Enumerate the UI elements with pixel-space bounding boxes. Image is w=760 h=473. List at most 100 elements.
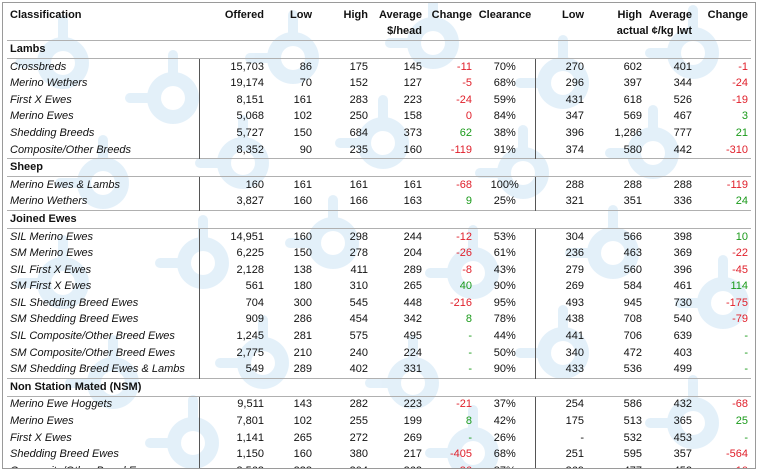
row-average: 199 (403, 415, 422, 428)
header-row: Classification Offered Low High Average … (7, 7, 751, 24)
row-low-lwt: 433 (534, 361, 587, 379)
row-low: 238 (267, 463, 315, 468)
row-high-lwt: 618 (623, 93, 642, 106)
row-average: 265 (403, 280, 422, 293)
row-low: 300 (293, 296, 312, 309)
row-name: Crossbreds (7, 57, 199, 76)
row-change-lwt: -564 (725, 448, 748, 461)
row-low-lwt: 374 (534, 141, 587, 159)
row-low-lwt: 369 (534, 463, 587, 468)
row-high-lwt: 513 (623, 415, 642, 428)
row-high-lwt: 580 (623, 143, 642, 156)
row-high-lwt: 560 (623, 263, 642, 276)
row-average: 495 (403, 330, 422, 343)
row-average: 269 (403, 431, 422, 444)
row-average-lwt: 398 (645, 227, 695, 246)
row-low: 150 (293, 247, 312, 260)
row-low: 161 (293, 93, 312, 106)
row-average-lwt: 453 (673, 431, 692, 444)
row-low-lwt: 236 (534, 245, 587, 262)
row-average: 223 (403, 93, 422, 106)
unit-lwt-label: actual ¢/kg lwt (616, 25, 692, 38)
row-name: SIL First X Ewes (10, 263, 92, 276)
table-row: Composite/Other Breed Ewes3,563238304262… (7, 463, 751, 468)
row-change: 40 (459, 280, 472, 293)
row-low-lwt: 438 (534, 311, 587, 329)
row-change-lwt: -119 (695, 175, 751, 194)
row-change: - (468, 330, 472, 343)
row-high-lwt: 569 (623, 110, 642, 123)
row-average-lwt: 357 (673, 448, 692, 461)
row-change-lwt: 10 (695, 227, 751, 246)
row-change: - (468, 346, 472, 359)
row-clearance: 84% (493, 110, 516, 123)
row-low-lwt: 254 (534, 395, 587, 414)
row-high-lwt: 595 (623, 448, 642, 461)
row-high-lwt: 584 (623, 280, 642, 293)
col-offered: Offered (224, 8, 264, 21)
row-offered: 5,068 (198, 108, 267, 126)
section-title: Sheep (7, 158, 751, 177)
row-high-lwt: 1,286 (614, 126, 642, 139)
section-title: Joined Ewes (7, 210, 751, 229)
row-name: Merino Ewes & Lambs (7, 175, 199, 194)
row-average-lwt: 639 (673, 330, 692, 343)
row-average: 223 (371, 395, 425, 414)
table-row: SM Composite/Other Breed Ewes 2,775 210 240… (7, 344, 751, 362)
row-change: -8 (462, 263, 472, 276)
row-clearance: 59% (493, 93, 516, 106)
row-low-lwt: 288 (534, 175, 587, 194)
row-offered: 3,563 (198, 463, 267, 468)
row-change: 8 (465, 415, 472, 428)
row-name: Composite/Other Breed Ewes (7, 463, 199, 468)
row-clearance: 53% (475, 227, 535, 246)
table-row: Composite/Other Breeds 8,352 90 235 160 -119 9… (7, 141, 751, 159)
row-change: -11 (425, 57, 475, 76)
table-row: SIL First X Ewes 2,128 138 411 289 -8 43% 279 56… (7, 261, 751, 279)
row-low-lwt: - (534, 429, 587, 447)
row-average: 127 (403, 77, 422, 90)
report-frame: Classification Offered Low High Average … (2, 2, 756, 469)
row-offered: 1,141 (198, 429, 267, 447)
row-offered: 1,150 (198, 446, 267, 464)
col-high: High (343, 8, 368, 21)
row-average: 161 (371, 175, 425, 194)
row-high: 161 (315, 175, 371, 194)
row-name: SIL Merino Ewes (7, 227, 199, 246)
row-high-lwt: 472 (623, 346, 642, 359)
row-low: 138 (293, 263, 312, 276)
row-low-lwt: 251 (534, 446, 587, 464)
row-average-lwt: 442 (673, 143, 692, 156)
table-row: Merino Ewes & Lambs 160 161 161 161 -68 100% 28… (7, 175, 751, 194)
row-low: 281 (293, 330, 312, 343)
row-high-lwt: 945 (623, 296, 642, 309)
table-row: Merino Ewe Hoggets 9,511 143 282 223 -21 37% 25… (7, 395, 751, 414)
row-low-lwt: 431 (534, 91, 587, 109)
row-change-lwt: - (744, 330, 748, 343)
row-offered: 704 (198, 295, 267, 312)
row-low-lwt: 296 (534, 75, 587, 92)
row-low: 265 (293, 431, 312, 444)
row-high: 255 (349, 415, 368, 428)
row-offered: 8,352 (198, 141, 267, 159)
row-offered: 8,151 (198, 91, 267, 109)
row-clearance: 61% (493, 247, 516, 260)
row-low: 70 (299, 77, 312, 90)
row-change-lwt: -24 (732, 77, 748, 90)
row-clearance: 38% (493, 126, 516, 139)
row-high-lwt: 566 (587, 227, 645, 246)
row-low: 160 (293, 448, 312, 461)
row-high: 402 (349, 363, 368, 376)
section-header-row: Lambs (7, 40, 751, 59)
row-low: 102 (293, 110, 312, 123)
row-offered: 7,801 (198, 413, 267, 430)
row-name: Composite/Other Breeds (10, 143, 132, 156)
row-clearance: 91% (493, 143, 516, 156)
row-high-lwt: 536 (623, 363, 642, 376)
row-low-lwt: 269 (534, 278, 587, 296)
row-change: 9 (465, 195, 472, 208)
row-low-lwt: 347 (534, 108, 587, 126)
row-change: -5 (462, 77, 472, 90)
row-clearance: 68% (493, 77, 516, 90)
row-offered: 909 (198, 311, 267, 329)
